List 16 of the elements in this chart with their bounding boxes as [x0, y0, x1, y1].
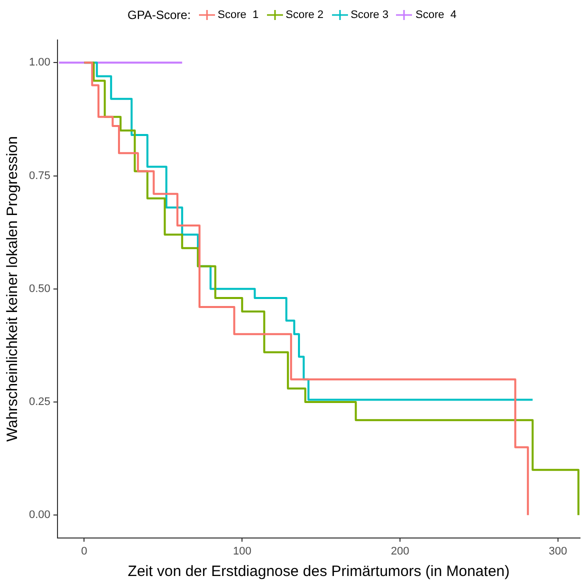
- legend-label: Score 1: [218, 9, 259, 21]
- y-tick-label: 0.75: [28, 170, 50, 182]
- legend-label: Score 4: [415, 9, 456, 21]
- y-tick-label: 0.00: [28, 509, 50, 522]
- y-tick-label: 1.00: [28, 56, 50, 69]
- x-tick-label: 300: [548, 545, 568, 558]
- legend-label: Score 3: [350, 9, 388, 21]
- x-axis-title: Zeit von der Erstdiagnose des Primärtumors (in Monaten): [128, 563, 510, 580]
- x-tick-label: 100: [232, 545, 252, 558]
- x-tick-label: 0: [81, 545, 88, 558]
- legend-label: Score 2: [286, 9, 324, 21]
- legend-title: GPA-Score:: [128, 8, 191, 22]
- y-axis-title: Wahrscheinlichkeit keiner lokalen Progression: [4, 136, 22, 442]
- y-tick-label: 0.50: [28, 282, 50, 295]
- y-tick-label: 0.25: [28, 396, 50, 408]
- x-tick-label: 200: [390, 545, 410, 558]
